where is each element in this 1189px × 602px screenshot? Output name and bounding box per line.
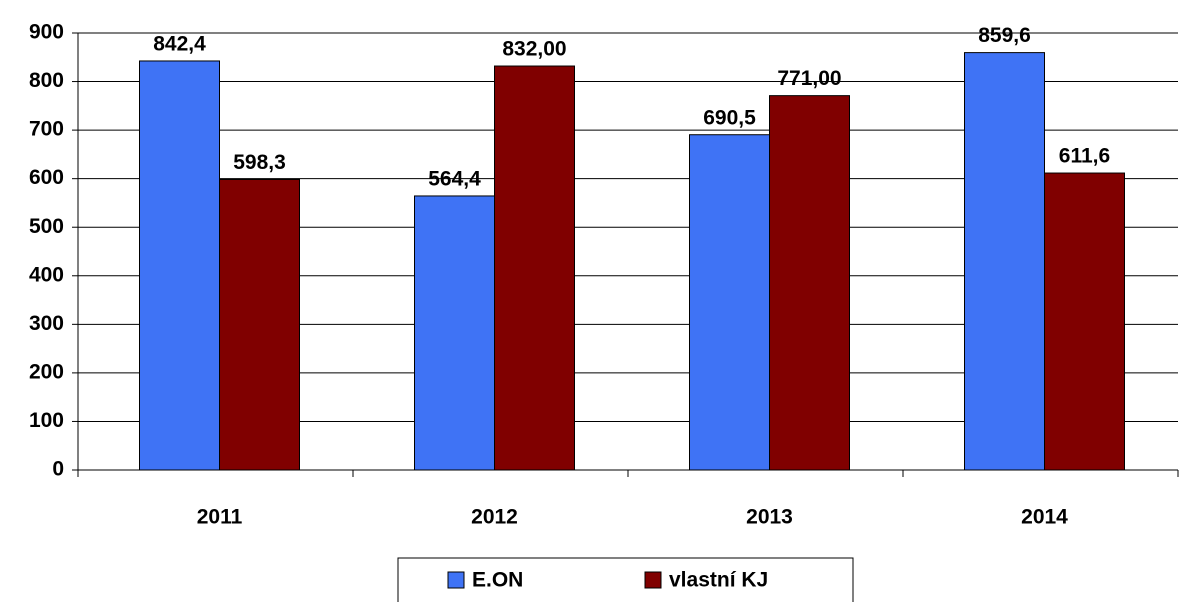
legend-swatch [644, 571, 662, 589]
y-tick-label: 600 [29, 166, 64, 189]
value-label: 564,4 [428, 167, 481, 190]
x-tick-label: 2014 [1021, 506, 1068, 529]
value-label: 611,6 [1059, 145, 1110, 168]
x-tick-label: 2011 [197, 506, 243, 529]
x-tick-label: 2012 [471, 506, 518, 529]
value-label: 690,5 [703, 106, 756, 129]
value-label: 859,6 [978, 24, 1031, 47]
y-tick-label: 900 [29, 21, 64, 44]
value-label: 842,4 [153, 33, 206, 56]
y-tick-label: 0 [52, 458, 64, 481]
bar [414, 195, 495, 471]
legend-label: E.ON [472, 569, 523, 592]
y-tick-label: 500 [29, 215, 64, 238]
legend-swatch [447, 571, 465, 589]
value-label: 771,00 [777, 67, 841, 90]
value-label: 832,00 [502, 38, 566, 61]
bar [494, 65, 575, 471]
y-tick-label: 200 [29, 360, 64, 383]
y-tick-label: 300 [29, 312, 64, 335]
bar [139, 60, 220, 471]
legend-label: vlastní KJ [669, 569, 768, 592]
x-tick-label: 2013 [746, 506, 793, 529]
y-tick-label: 700 [29, 118, 64, 141]
y-tick-label: 400 [29, 263, 64, 286]
bar [689, 134, 770, 471]
legend-box [397, 557, 854, 602]
bar [964, 52, 1045, 471]
y-tick-label: 800 [29, 69, 64, 92]
bar [769, 95, 850, 471]
bar [1044, 172, 1125, 471]
value-label: 598,3 [233, 151, 286, 174]
y-tick-label: 100 [29, 409, 64, 432]
bar [219, 178, 300, 471]
